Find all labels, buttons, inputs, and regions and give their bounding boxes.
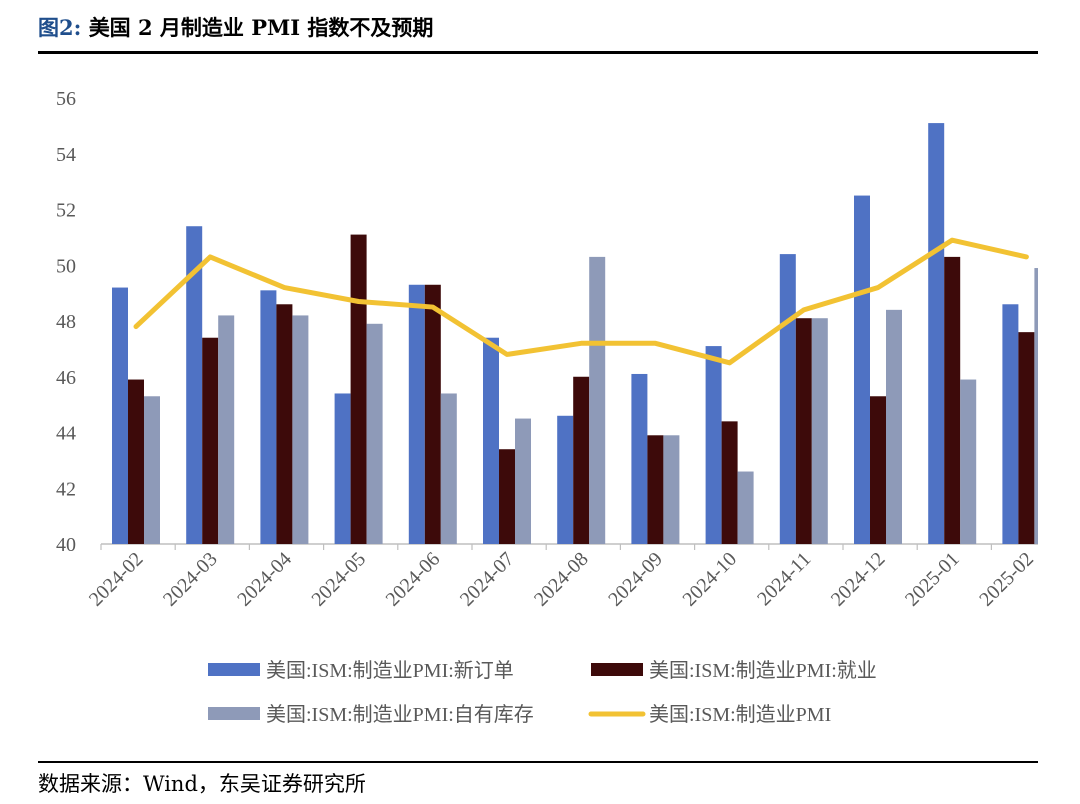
bar-employment	[424, 284, 441, 544]
bar-inventory	[218, 315, 235, 544]
legend-label: 美国:ISM:制造业PMI	[649, 703, 831, 726]
bar-new-orders	[408, 284, 425, 544]
bar-employment	[573, 376, 590, 544]
legend-swatch	[208, 663, 260, 676]
legend-swatch	[591, 663, 643, 676]
source-divider	[38, 761, 1038, 763]
x-tick-label: 2024-06	[382, 548, 445, 611]
bar-employment	[128, 379, 144, 544]
bar-new-orders	[334, 393, 351, 544]
legend-swatch	[208, 707, 260, 720]
y-tick-label: 44	[56, 423, 76, 445]
x-tick-label: 2024-08	[530, 548, 593, 611]
bar-employment	[795, 318, 812, 544]
x-tick-label: 2025-02	[975, 548, 1038, 611]
pmi-line	[133, 237, 1029, 366]
legend-label: 美国:ISM:制造业PMI:新订单	[266, 659, 514, 682]
bar-new-orders	[112, 287, 128, 544]
chart-title: 图2: 美国 2 月制造业 PMI 指数不及预期	[38, 12, 433, 42]
bar-employment	[350, 234, 367, 544]
bar-inventory	[811, 318, 828, 544]
bar-inventory	[440, 393, 457, 544]
bar-new-orders	[1002, 304, 1019, 544]
bar-new-orders	[928, 123, 945, 545]
x-tick-label: 2024-10	[678, 548, 741, 611]
bar-inventory	[144, 396, 160, 544]
x-tick-label: 2024-03	[159, 548, 222, 611]
bar-inventory	[515, 418, 531, 544]
legend-label: 美国:ISM:制造业PMI:自有库存	[266, 703, 534, 726]
bar-employment	[1018, 332, 1035, 544]
bar-new-orders	[631, 373, 648, 544]
bar-inventory	[886, 309, 902, 544]
chart-area: 40 42 44 46 48 50 52 54 56 2024-02 2024-03 2024-04 2…	[38, 54, 1038, 759]
x-tick-label: 2024-12	[827, 548, 890, 611]
x-tick-label: 2024-11	[753, 548, 815, 610]
y-tick-label: 54	[56, 144, 76, 166]
y-tick-label: 50	[56, 255, 76, 277]
x-tick-label: 2024-09	[604, 548, 667, 611]
y-tick-label: 52	[56, 200, 76, 222]
bar-new-orders	[186, 226, 203, 544]
bar-inventory	[1034, 268, 1038, 544]
bar-employment	[721, 421, 738, 544]
bar-employment	[276, 304, 293, 544]
y-tick-label: 40	[56, 534, 76, 556]
x-tick-label: 2024-04	[233, 548, 296, 611]
bar-new-orders	[854, 195, 870, 544]
bar-inventory	[292, 315, 309, 544]
bar-inventory	[960, 379, 977, 544]
bar-new-orders	[557, 415, 574, 544]
y-tick-label: 42	[56, 478, 76, 500]
bar-employment	[647, 435, 664, 544]
legend-label: 美国:ISM:制造业PMI:就业	[649, 659, 877, 682]
title-underline	[38, 51, 1038, 54]
y-tick-label: 48	[56, 311, 76, 333]
bar-new-orders	[260, 290, 277, 544]
figure-title: 美国 2 月制造业 PMI 指数不及预期	[88, 15, 434, 40]
x-tick-label: 2025-01	[901, 548, 964, 611]
x-tick-label: 2024-02	[85, 548, 148, 611]
y-tick-label: 46	[56, 367, 76, 389]
bar-employment	[499, 449, 515, 544]
bar-inventory	[737, 471, 754, 544]
bar-new-orders	[779, 254, 796, 544]
figure-label: 图2:	[38, 15, 82, 40]
x-tick-label: 2024-05	[307, 548, 370, 611]
y-tick-label: 56	[56, 88, 76, 110]
bar-new-orders	[705, 346, 722, 544]
x-tick-label: 2024-07	[456, 548, 519, 611]
source-note: 数据来源：Wind，东吴证券研究所	[38, 772, 366, 796]
bar-inventory	[663, 435, 680, 544]
bar-new-orders	[483, 337, 499, 544]
bar-employment	[202, 337, 219, 544]
bar-inventory	[366, 323, 383, 544]
bar-employment	[870, 396, 886, 544]
bar-employment	[944, 256, 961, 544]
bar-inventory	[589, 256, 606, 544]
